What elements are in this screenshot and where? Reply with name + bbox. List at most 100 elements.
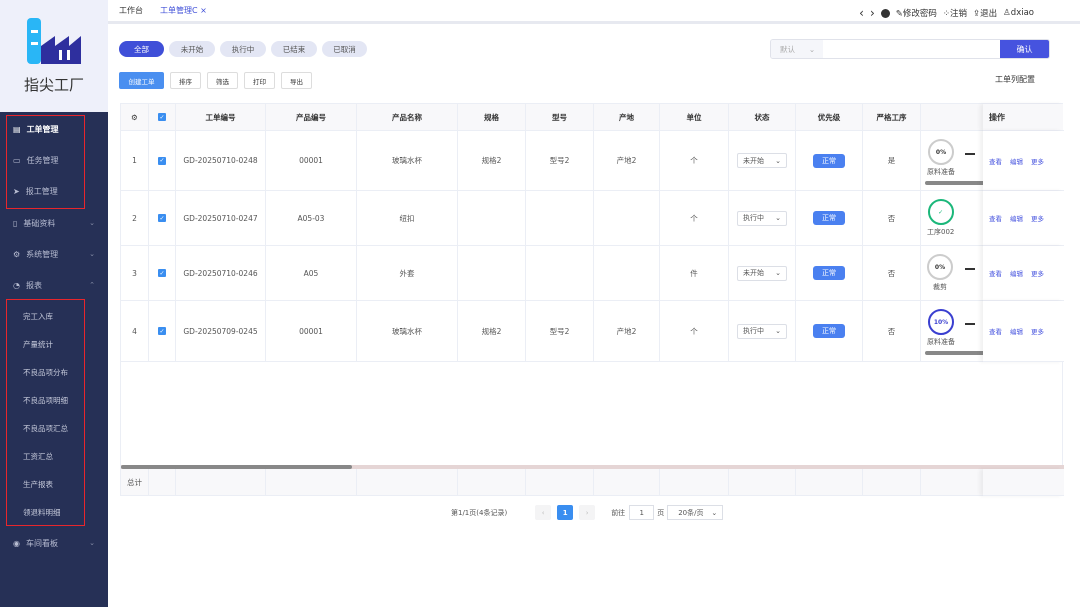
tab-bar: 工作台 工单管理C × ‹ › ✎修改密码 ⁘注销 ⇪退出 ♙dxiao <box>108 0 1080 24</box>
process-progress-ring: 0% <box>928 139 954 165</box>
action-view[interactable]: 查看 <box>989 215 1002 223</box>
logout-cancel-button[interactable]: ⁘注销 <box>943 7 967 19</box>
action-edit[interactable]: 编辑 <box>1010 328 1023 336</box>
action-edit[interactable]: 编辑 <box>1010 270 1023 278</box>
chevron-icon: ⌄ <box>89 539 95 547</box>
forward-icon[interactable]: › <box>869 6 875 20</box>
chevron-icon: ⌄ <box>89 250 95 258</box>
sidebar-item-3[interactable]: ▯ 基础资料 ⌄ <box>0 208 108 238</box>
goto-label: 前往 <box>611 508 626 517</box>
row-checkbox[interactable]: ✓ <box>158 327 166 335</box>
sort-button[interactable]: 排序 <box>170 72 201 89</box>
action-more[interactable]: 更多 <box>1031 328 1044 336</box>
action-more[interactable]: 更多 <box>1031 157 1044 166</box>
export-button[interactable]: 导出 <box>281 72 312 89</box>
column-config-link[interactable]: 工单列配置 <box>995 75 1035 84</box>
sidebar-report-item[interactable]: 不良品项汇总 <box>23 423 68 433</box>
pie-chart-icon: ◔ <box>13 280 20 290</box>
row-checkbox[interactable]: ✓ <box>158 269 166 277</box>
cell-model: 型号2 <box>526 131 594 190</box>
prev-page-button[interactable]: ‹ <box>535 505 552 520</box>
change-password-button[interactable]: ✎修改密码 <box>896 7 937 19</box>
total-cell <box>149 469 176 495</box>
tab-label: 工单管理 <box>160 6 192 15</box>
horizontal-scrollbar[interactable] <box>121 465 1064 469</box>
status-select[interactable]: 执行中 ⌄ <box>737 323 787 339</box>
sidebar-report-item[interactable]: 工资汇总 <box>23 451 53 461</box>
goto-page-input[interactable]: 1 <box>629 505 655 520</box>
cell-spec <box>458 246 526 300</box>
confirm-button[interactable]: 确认 <box>1000 40 1049 58</box>
sidebar-item-5[interactable]: ◔ 报表 ⌃ <box>0 270 108 300</box>
action-view[interactable]: 查看 <box>989 270 1002 278</box>
sidebar-item-0[interactable]: ▤ 工单管理 <box>0 114 108 144</box>
user-menu[interactable]: ♙dxiao <box>1003 8 1034 18</box>
sidebar-item-workshop-board[interactable]: ◉ 车间看板 ⌄ <box>0 528 108 558</box>
cell-product_name: 外套 <box>357 246 458 300</box>
cell-priority: 正常 <box>796 131 863 190</box>
sidebar-item-4[interactable]: ⚙ 系统管理 ⌄ <box>0 239 108 269</box>
sidebar-report-item[interactable]: 不良品项分布 <box>23 367 68 377</box>
page-size-value: 20条/页 <box>678 508 704 517</box>
filter-tab-4[interactable]: 已取消 <box>322 41 367 57</box>
sidebar-report-item[interactable]: 产量统计 <box>23 339 53 349</box>
row-actions: 查看 编辑 更多 <box>983 246 1063 301</box>
action-more[interactable]: 更多 <box>1031 270 1044 278</box>
process-progress-bar <box>925 351 983 355</box>
actions-header: 操作 <box>983 104 1063 131</box>
column-header: 产地 <box>594 104 660 130</box>
page-unit-label: 页 <box>657 508 665 517</box>
cell-unit: 个 <box>660 191 729 245</box>
tab-home[interactable]: 工作台 <box>119 6 143 15</box>
filter-tab-2[interactable]: 执行中 <box>220 41 266 57</box>
sidebar-report-item[interactable]: 完工入库 <box>23 311 53 321</box>
theme-icon[interactable] <box>880 8 890 18</box>
spinner-icon: ⁘ <box>942 9 951 19</box>
action-view[interactable]: 查看 <box>989 328 1002 336</box>
page-summary: 第1/1页(4条记录) <box>451 508 508 517</box>
process-label: 裁剪 <box>933 283 947 291</box>
action-more[interactable]: 更多 <box>1031 215 1044 223</box>
filter-tab-1[interactable]: 未开始 <box>169 41 215 57</box>
filter-tab-0[interactable]: 全部 <box>119 41 164 57</box>
print-button[interactable]: 打印 <box>244 72 275 89</box>
status-select[interactable]: 未开始 ⌄ <box>737 153 787 168</box>
action-edit[interactable]: 编辑 <box>1010 215 1023 223</box>
action-view[interactable]: 查看 <box>989 157 1002 166</box>
sidebar-item-label: 报工管理 <box>25 186 58 196</box>
refresh-icon[interactable]: C <box>192 6 198 15</box>
total-cell <box>458 469 526 495</box>
search-type-select[interactable]: 默认 ⌄ <box>771 40 824 58</box>
filter-button[interactable]: 筛选 <box>207 72 238 89</box>
back-icon[interactable]: ‹ <box>859 6 864 20</box>
page-1-button[interactable]: 1 <box>557 505 574 520</box>
search-type-value: 默认 <box>780 44 795 54</box>
sidebar-report-item[interactable]: 生产报表 <box>23 479 53 489</box>
document-icon: ▤ <box>13 124 21 134</box>
exit-button[interactable]: ⇪退出 <box>973 7 997 19</box>
filter-tab-3[interactable]: 已结束 <box>271 41 317 57</box>
sidebar-report-item[interactable]: 领退料明细 <box>23 507 61 517</box>
sidebar-item-2[interactable]: ➤ 报工管理 <box>0 176 108 206</box>
action-edit[interactable]: 编辑 <box>1010 157 1023 166</box>
column-header: 产品编号 <box>266 104 357 130</box>
sidebar-item-1[interactable]: ▭ 任务管理 <box>0 145 108 175</box>
monitor-icon: ▭ <box>13 155 21 165</box>
scrollbar-thumb[interactable] <box>121 465 352 469</box>
cell-origin <box>594 191 660 245</box>
sidebar-report-item[interactable]: 不良品项明细 <box>23 395 68 405</box>
status-select[interactable]: 执行中 ⌄ <box>737 210 787 226</box>
create-order-button[interactable]: 创建工单 <box>119 72 164 89</box>
status-select[interactable]: 未开始 ⌄ <box>737 265 787 281</box>
cell-status: 未开始 ⌄ <box>729 246 796 300</box>
row-checkbox[interactable]: ✓ <box>158 214 166 222</box>
select-all-checkbox[interactable]: ✓ <box>158 113 166 121</box>
row-actions: 查看 编辑 更多 <box>983 131 1063 191</box>
row-checkbox[interactable]: ✓ <box>158 156 166 165</box>
column-settings-icon[interactable]: ⚙ <box>121 104 149 130</box>
next-page-button[interactable]: › <box>579 505 596 520</box>
close-icon[interactable]: × <box>200 6 207 15</box>
page-size-select[interactable]: 20条/页 ⌄ <box>667 505 724 520</box>
search-input[interactable] <box>823 40 1001 58</box>
tab-work-order[interactable]: 工单管理C × <box>160 5 207 16</box>
